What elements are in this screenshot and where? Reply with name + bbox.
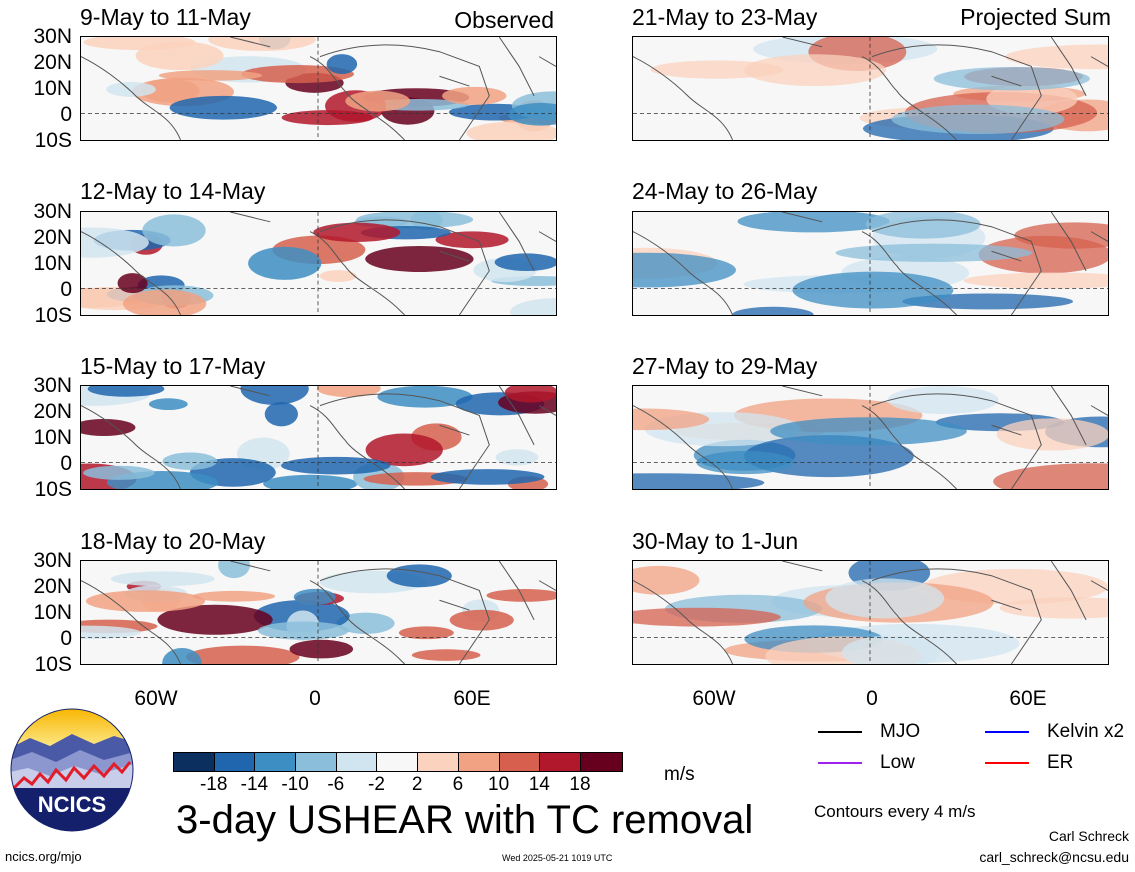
map-panel-right-3: [632, 385, 1109, 490]
lon-label-right-0: 0: [866, 687, 878, 710]
colorbar-label-9: 14: [528, 774, 550, 795]
website-link[interactable]: ncics.org/mjo: [5, 849, 82, 864]
panel-title-right-1: 21-May to 23-May: [632, 4, 818, 30]
projected-sum-label: Projected Sum: [960, 4, 1111, 30]
lat-label-left-3-4: 0: [60, 452, 72, 475]
colorbar-label-8: 10: [488, 774, 510, 795]
lat-label-left-1-1: 30N: [33, 25, 72, 48]
colorbar: [173, 752, 623, 772]
panel-title-right-2: 24-May to 26-May: [632, 178, 818, 204]
legend-mjo-label: MJO: [880, 721, 921, 742]
map-panel-left-2: [80, 211, 557, 316]
colorbar-label-10: 18: [569, 774, 591, 795]
panel-title-left-1: 9-May to 11-May: [80, 4, 251, 30]
map-panel-right-2: [632, 211, 1109, 316]
legend-kelvin-line: [985, 730, 1029, 733]
legend-low-label: Low: [880, 752, 915, 773]
lat-label-left-4-5: 10S: [34, 653, 72, 676]
colorbar-swatch-8: [458, 753, 500, 771]
colorbar-swatch-10: [540, 753, 581, 771]
colorbar-swatch-1: [174, 753, 215, 771]
lon-label-right-60w: 60W: [692, 687, 736, 710]
author-name: Carl Schreck: [1048, 828, 1129, 844]
lat-label-left-2-3: 10N: [33, 252, 72, 275]
map-panel-left-1: [80, 36, 557, 141]
panel-title-left-3: 15-May to 17-May: [80, 353, 266, 379]
lat-label-left-3-2: 20N: [33, 400, 72, 423]
map-panel-left-3: [80, 385, 557, 490]
ncics-logo: NCICS: [10, 708, 134, 832]
panel-title-right-3: 27-May to 29-May: [632, 353, 818, 379]
legend-er-line: [985, 761, 1029, 764]
legend-mjo: MJO: [818, 722, 920, 741]
lon-label-right-60e: 60E: [1009, 687, 1047, 710]
contour-note: Contours every 4 m/s: [814, 802, 976, 821]
lat-label-left-3-3: 10N: [33, 426, 72, 449]
lat-label-left-4-1: 30N: [33, 549, 72, 572]
lat-label-left-4-3: 10N: [33, 601, 72, 624]
lon-label-left-60e: 60E: [453, 687, 491, 710]
colorbar-swatch-11: [580, 753, 622, 771]
legend-mjo-line: [818, 730, 862, 733]
author-email: carl_schreck@ncsu.edu: [979, 849, 1129, 865]
colorbar-swatch-2: [214, 753, 256, 771]
main-title: 3-day USHEAR with TC removal: [176, 798, 754, 842]
map-panel-right-1: [632, 36, 1109, 141]
legend-kelvin-label: Kelvin x2: [1047, 721, 1125, 742]
colorbar-swatch-9: [499, 753, 541, 771]
observed-label: Observed: [454, 7, 554, 33]
lat-label-left-1-5: 10S: [34, 129, 72, 152]
colorbar-label-2: -14: [240, 774, 269, 795]
lon-label-left-0: 0: [309, 687, 321, 710]
legend-low: Low: [818, 753, 915, 772]
legend-er: ER: [985, 753, 1073, 772]
lat-label-left-2-4: 0: [60, 278, 72, 301]
colorbar-label-5: -2: [368, 774, 385, 795]
panel-title-right-4: 30-May to 1-Jun: [632, 528, 799, 554]
colorbar-label-4: -6: [327, 774, 345, 795]
colorbar-swatch-7: [418, 753, 459, 771]
lat-label-left-1-2: 20N: [33, 51, 72, 74]
lat-label-left-2-5: 10S: [34, 304, 72, 327]
map-panel-right-4: [632, 560, 1109, 665]
colorbar-swatch-4: [296, 753, 337, 771]
lon-label-left-60w: 60W: [134, 687, 178, 710]
colorbar-units: m/s: [664, 764, 695, 785]
lat-label-left-4-2: 20N: [33, 575, 72, 598]
colorbar-label-1: -18: [199, 774, 228, 795]
map-panel-left-4: [80, 560, 557, 665]
lat-label-left-2-1: 30N: [33, 200, 72, 223]
colorbar-swatch-5: [336, 753, 378, 771]
lat-label-left-3-1: 30N: [33, 374, 72, 397]
logo-text: NCICS: [38, 792, 106, 817]
colorbar-swatch-6: [377, 753, 419, 771]
colorbar-label-7: 6: [452, 774, 464, 795]
legend-low-line: [818, 761, 862, 764]
colorbar-label-3: -10: [281, 774, 309, 795]
colorbar-swatch-3: [255, 753, 297, 771]
panel-title-left-2: 12-May to 14-May: [80, 178, 266, 204]
lat-label-left-1-3: 10N: [33, 77, 72, 100]
lat-label-left-2-2: 20N: [33, 226, 72, 249]
legend-kelvin: Kelvin x2: [985, 722, 1124, 741]
colorbar-label-6: 2: [411, 774, 423, 795]
lat-label-left-1-4: 0: [60, 103, 72, 126]
timestamp: Wed 2025-05-21 1019 UTC: [502, 853, 613, 863]
lat-label-left-3-5: 10S: [34, 478, 72, 501]
legend-er-label: ER: [1047, 752, 1074, 773]
lat-label-left-4-4: 0: [60, 627, 72, 650]
panel-title-left-4: 18-May to 20-May: [80, 528, 266, 554]
